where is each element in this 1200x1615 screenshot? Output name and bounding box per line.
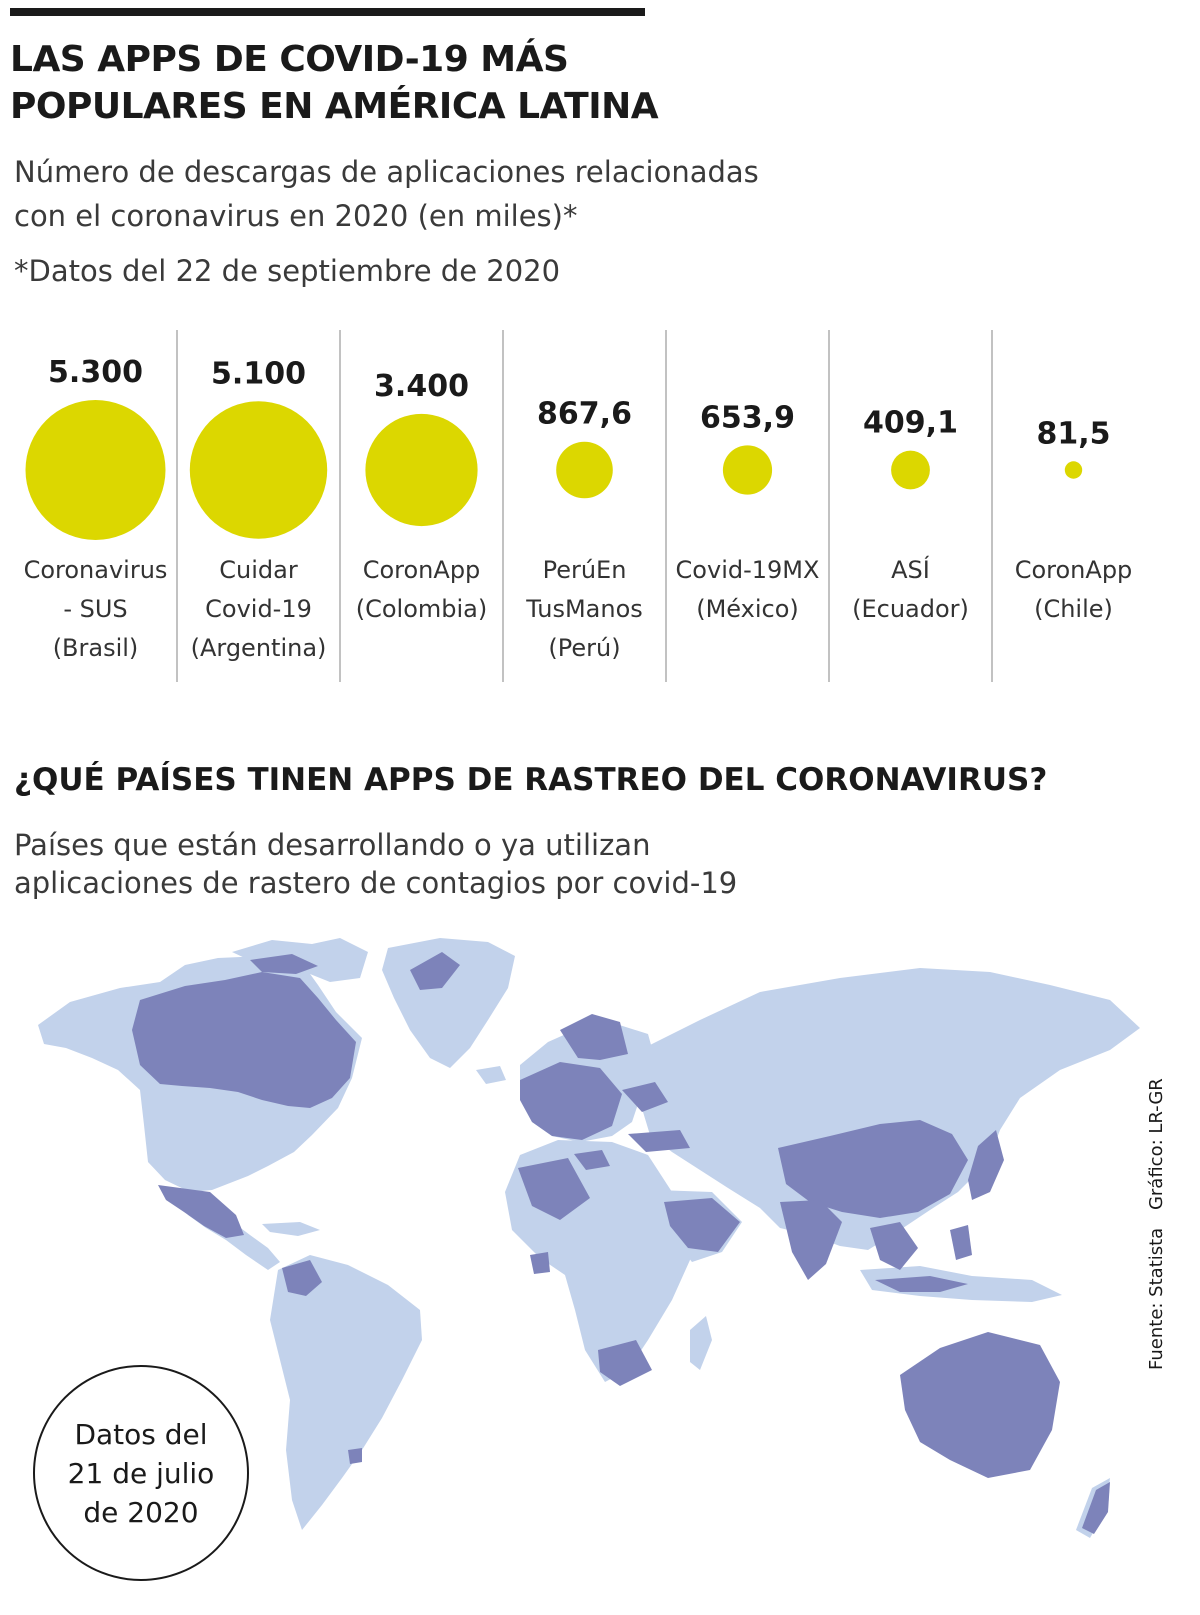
bubble-category-label: Cuidar [219, 556, 298, 584]
map-country-canada [132, 972, 356, 1108]
source-credits: Fuente: Statista Gráfico: LR-GR [1146, 1078, 1167, 1370]
map-date-note: Datos del 21 de julio de 2020 [33, 1365, 249, 1581]
map-country-india [780, 1200, 842, 1280]
map-region-madagascar [690, 1316, 712, 1370]
date-note-line-1: Datos del [74, 1417, 208, 1451]
subtitle-line-2: con el coronavirus en 2020 (en miles)* [14, 199, 578, 233]
map-region-south-america [270, 1255, 422, 1530]
map-country-colombia [282, 1260, 322, 1296]
bubble-category-label: (Perú) [548, 634, 620, 662]
map-country-canada-arctic [250, 954, 318, 974]
map-country-indonesia [875, 1276, 968, 1292]
map-country-ukraine [622, 1082, 668, 1112]
bubble-category-label: - SUS [63, 595, 127, 623]
graphic-credit: Gráfico: LR-GR [1146, 1078, 1167, 1211]
bubble-value-label: 5.100 [211, 356, 306, 391]
bubble-category-label: ASÍ [891, 555, 930, 584]
bubble [556, 441, 613, 499]
bubble-category-label: PerúEn [543, 556, 627, 584]
bubble [25, 400, 166, 540]
bubble-chart: 5.300 Coronavirus - SUS (Brasil) 5.100 Cuidar… [24, 330, 1133, 682]
map-region-asia [640, 968, 1140, 1250]
subtitle-line-1: Número de descargas de aplicaciones rela… [14, 155, 759, 189]
chart-subtitle: Número de descargas de aplicaciones rela… [14, 150, 914, 238]
bubble-category-label: (Colombia) [356, 595, 488, 623]
chart-footnote: *Datos del 22 de septiembre de 2020 [14, 254, 561, 288]
map-country-nordics [560, 1014, 628, 1060]
map-country-saudi-arabia [664, 1198, 740, 1252]
bubble-category-label: (Ecuador) [852, 595, 969, 623]
map-country-australia [900, 1332, 1060, 1478]
title-line-2: POPULARES EN AMÉRICA LATINA [10, 86, 659, 127]
map-section-subtitle: Países que están desarrollando o ya util… [14, 826, 914, 902]
bubble-value-label: 867,6 [537, 397, 632, 432]
bubble-category-label: (Argentina) [191, 634, 327, 662]
bubble [1064, 461, 1083, 479]
map-country-japan [968, 1130, 1004, 1200]
map-country-uruguay [348, 1448, 362, 1464]
map-country-philippines [950, 1225, 972, 1260]
map-country-china [778, 1120, 968, 1218]
bubble-category-label: (Chile) [1034, 595, 1113, 623]
bubble-category-label: Covid-19MX [676, 556, 820, 584]
bubble [891, 450, 930, 490]
map-country-south-africa [598, 1340, 652, 1386]
map-country-ghana [530, 1252, 550, 1274]
bubble-category-label: TusManos [525, 595, 643, 623]
bubble-category-label: (México) [696, 595, 799, 623]
bubble-value-label: 3.400 [374, 369, 469, 404]
bubble-value-label: 653,9 [700, 400, 795, 435]
world-map [38, 938, 1140, 1538]
top-rule [10, 8, 645, 16]
bubble [189, 401, 328, 539]
map-country-mexico [158, 1185, 244, 1238]
bubble-category-label: (Brasil) [53, 634, 139, 662]
map-region-iceland [476, 1066, 506, 1084]
map-country-western-europe [520, 1062, 622, 1140]
date-note-line-3: de 2020 [83, 1495, 199, 1529]
bubble-value-label: 5.300 [48, 355, 143, 390]
map-country-turkey [628, 1130, 690, 1152]
map-country-algeria [518, 1158, 590, 1220]
page-title: LAS APPS DE COVID-19 MÁS POPULARES EN AM… [10, 36, 810, 130]
date-note-line-2: 21 de julio [67, 1456, 215, 1490]
map-subtitle-line-2: aplicaciones de rastero de contagios por… [14, 866, 738, 900]
bubble-value-label: 409,1 [863, 406, 958, 441]
map-tracking-countries [132, 952, 1110, 1534]
bubble-value-label: 81,5 [1036, 416, 1110, 451]
map-region-caribbean [262, 1222, 320, 1236]
map-country-southeast-asia [870, 1222, 918, 1270]
bubble [722, 445, 773, 495]
bubble [365, 413, 478, 527]
map-country-greenland-tracking [410, 952, 460, 990]
source-text: Fuente: Statista [1146, 1227, 1167, 1370]
map-country-new-zealand-tracking [1082, 1482, 1110, 1534]
bubble-category-label: Coronavirus [24, 556, 168, 584]
bubble-category-label: Covid-19 [205, 595, 312, 623]
bubble-category-label: CoronApp [1015, 556, 1133, 584]
bubble-category-label: CoronApp [363, 556, 481, 584]
map-subtitle-line-1: Países que están desarrollando o ya util… [14, 828, 651, 862]
map-country-tunisia-area [574, 1150, 610, 1170]
map-section-title: ¿QUÉ PAÍSES TINEN APPS DE RASTREO DEL CO… [14, 762, 1048, 798]
title-line-1: LAS APPS DE COVID-19 MÁS [10, 39, 569, 80]
